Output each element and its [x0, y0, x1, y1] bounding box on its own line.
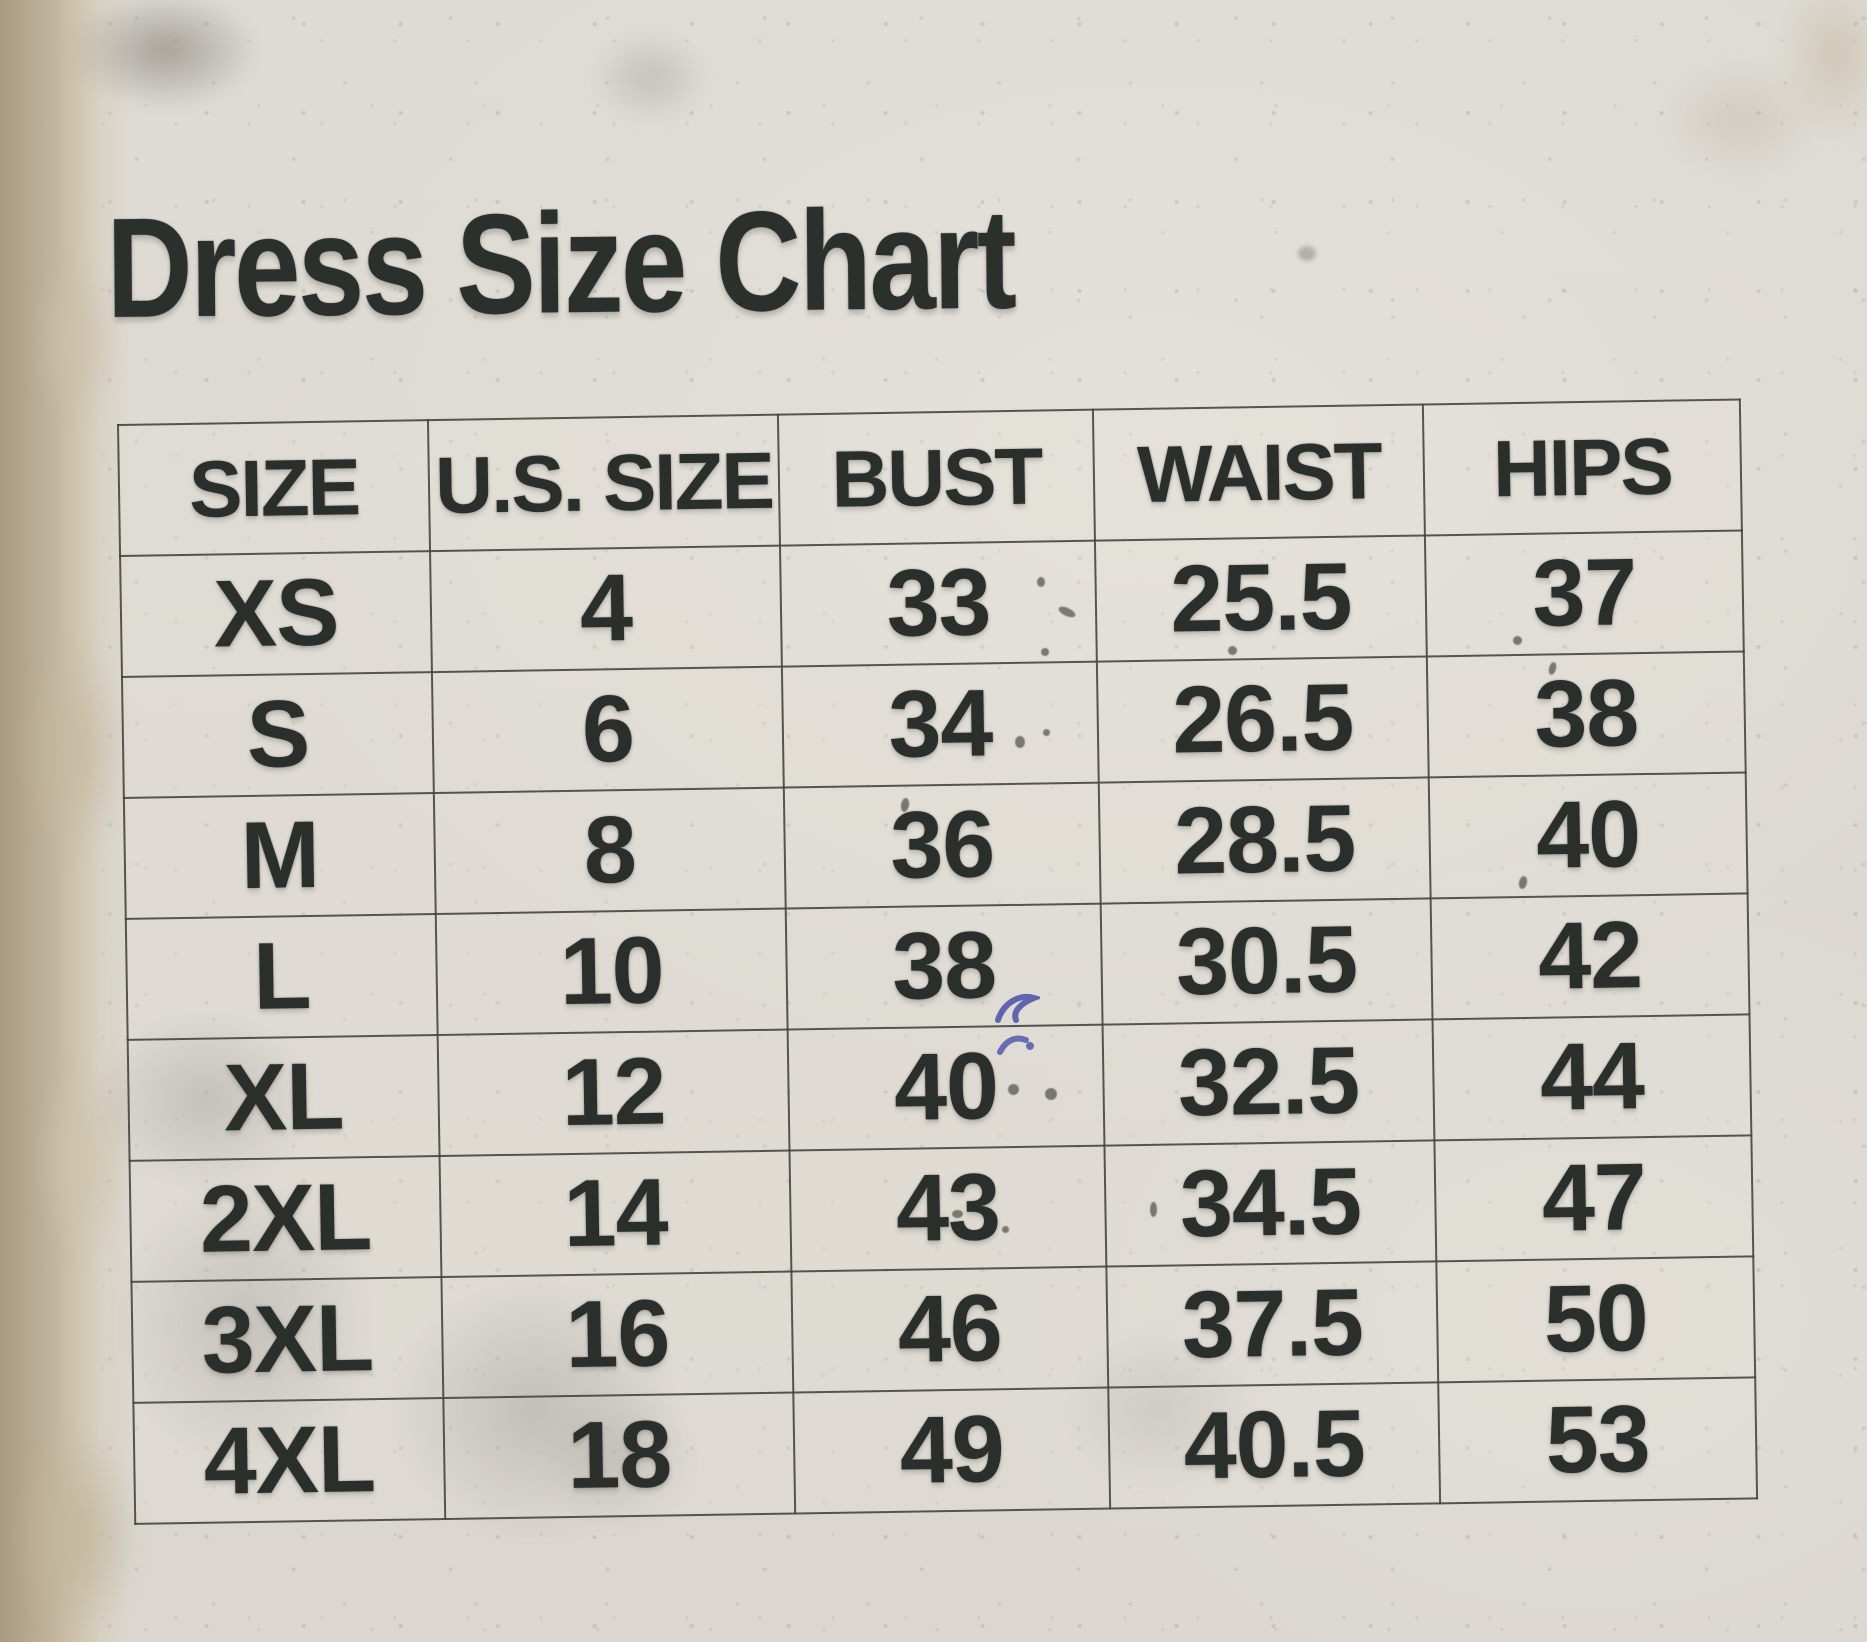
measurement-cell: 37.5	[1106, 1261, 1439, 1388]
measurement-cell: 25.5	[1094, 535, 1427, 662]
size-cell: XS	[120, 551, 432, 677]
measurement-cell: 40.5	[1108, 1382, 1441, 1509]
gray-smudge	[70, 0, 260, 110]
size-cell: M	[123, 793, 436, 919]
measurement-cell: 49	[793, 1387, 1111, 1514]
size-cell: 2XL	[129, 1156, 442, 1282]
measurement-cell: 40	[1428, 772, 1748, 899]
tan-blotch	[18, 640, 128, 860]
column-header: SIZE	[118, 420, 431, 556]
measurement-cell: 40	[787, 1024, 1105, 1151]
measurement-cell: 32.5	[1102, 1019, 1435, 1146]
tan-blotch-top-right	[1660, 60, 1820, 180]
measurement-cell: 34	[781, 661, 1099, 788]
measurement-cell: 12	[437, 1029, 790, 1157]
measurement-cell: 14	[439, 1150, 792, 1278]
measurement-cell: 28.5	[1098, 777, 1431, 904]
gray-smudge	[590, 30, 710, 125]
measurement-cell: 8	[433, 787, 786, 915]
speck	[1298, 246, 1316, 261]
measurement-cell: 16	[441, 1271, 794, 1398]
measurement-cell: 10	[435, 908, 788, 1036]
measurement-cell: 42	[1430, 893, 1750, 1020]
size-cell: L	[125, 914, 438, 1040]
measurement-cell: 4	[430, 545, 782, 673]
tan-blotch	[12, 1430, 142, 1640]
size-chart: SIZE U.S. SIZE BUST WAIST HIPS XS 4 33 25.5 37 S 6…	[117, 398, 1759, 1525]
measurement-cell: 43	[789, 1145, 1107, 1272]
size-cell: 3XL	[131, 1277, 444, 1403]
column-header: HIPS	[1422, 399, 1742, 536]
size-table: SIZE U.S. SIZE BUST WAIST HIPS XS 4 33 25.5 37 S 6…	[117, 398, 1759, 1525]
measurement-cell: 33	[779, 540, 1097, 667]
tan-blotch	[34, 1060, 134, 1260]
tan-blotch-top-right	[1780, 0, 1867, 140]
measurement-cell: 36	[783, 782, 1101, 909]
measurement-cell: 53	[1438, 1377, 1758, 1504]
measurement-cell: 18	[443, 1392, 796, 1519]
size-cell: S	[121, 672, 434, 798]
measurement-cell: 47	[1434, 1135, 1754, 1262]
measurement-cell: 26.5	[1096, 656, 1429, 783]
column-header: U.S. SIZE	[427, 414, 780, 552]
column-header: BUST	[777, 409, 1095, 546]
measurement-cell: 37	[1424, 530, 1744, 657]
measurement-cell: 46	[791, 1266, 1109, 1393]
column-header: WAIST	[1092, 404, 1425, 541]
measurement-cell: 44	[1432, 1014, 1752, 1141]
table-row: 4XL 18 49 40.5 53	[133, 1377, 1758, 1524]
measurement-cell: 38	[785, 903, 1103, 1030]
measurement-cell: 50	[1436, 1256, 1756, 1383]
measurement-cell: 6	[431, 666, 784, 794]
measurement-cell: 38	[1426, 651, 1746, 778]
size-cell: XL	[127, 1035, 440, 1161]
page-title: Dress Size Chart	[105, 179, 1015, 348]
measurement-cell: 30.5	[1100, 898, 1433, 1025]
header-row: SIZE U.S. SIZE BUST WAIST HIPS	[118, 399, 1742, 556]
measurement-cell: 34.5	[1104, 1140, 1437, 1267]
size-cell: 4XL	[133, 1397, 446, 1524]
